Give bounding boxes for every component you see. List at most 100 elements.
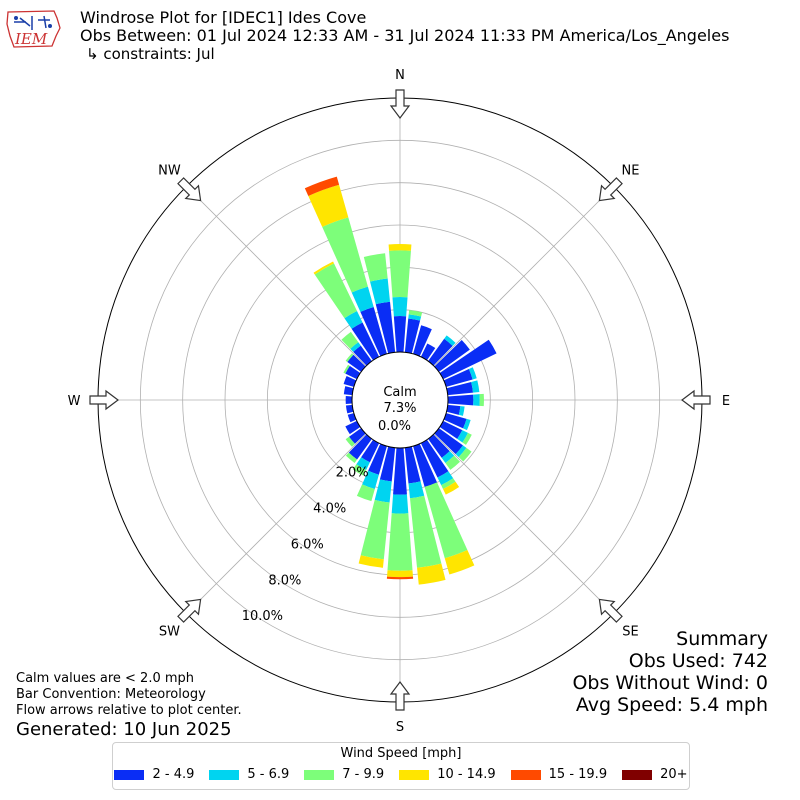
legend-swatch — [622, 769, 653, 780]
legend-item: 7 - 9.9 — [304, 767, 384, 782]
calm-disc — [351, 351, 449, 449]
wind-bar-170-bin-3 — [417, 563, 446, 585]
chart-labels: 0.0% 2.0% 4.0% 6.0% 8.0% 10.0% N NE E SE S SW W NW — [68, 68, 731, 735]
wind-bar-70-bin-0 — [443, 369, 473, 387]
legend-swatch — [399, 769, 430, 780]
obs-between: Obs Between: 01 Jul 2024 12:33 AM - 31 J… — [80, 26, 730, 45]
wind-bar-340-bin-4 — [304, 176, 340, 196]
wind-bar-10-bin-0 — [404, 318, 421, 354]
notes: Calm values are < 2.0 mph Bar Convention… — [16, 671, 242, 719]
legend-swatch — [304, 769, 335, 780]
wind-bar-130-bin-0 — [434, 428, 463, 455]
legend-label: 5 - 6.9 — [247, 767, 290, 782]
wind-bar-100-bin-1 — [458, 406, 465, 416]
calm-value: 7.3% — [383, 401, 416, 416]
wind-bar-230-bin-2 — [345, 436, 355, 447]
compass-arrow-s — [389, 681, 411, 711]
wind-bar-320-bin-0 — [353, 345, 372, 366]
constraints: ↳ constraints: Jul — [86, 45, 215, 63]
wind-bar-340-bin-1 — [351, 286, 374, 312]
compass-arrow-se — [598, 598, 623, 623]
compass-arrow-w — [89, 389, 119, 411]
bar-convention-note: Bar Convention: Meteorology — [16, 687, 206, 702]
wind-bar-180-bin-0 — [393, 447, 407, 495]
avg-speed: Avg Speed: 5.4 mph — [575, 694, 768, 716]
wind-bar-180-bin-4 — [386, 576, 414, 580]
wind-bar-350-bin-1 — [370, 278, 391, 305]
legend-swatch — [114, 769, 145, 780]
flow-arrows-note: Flow arrows relative to plot center. — [16, 703, 242, 718]
wind-bar-280-bin-0 — [343, 386, 354, 396]
legend-label: 10 - 14.9 — [437, 767, 496, 782]
wind-bar-90-bin-1 — [473, 394, 480, 406]
compass-label-e: E — [722, 394, 730, 409]
wind-bar-140-bin-0 — [428, 434, 450, 458]
radial-tick-label: 4.0% — [313, 502, 346, 517]
wind-bar-90-bin-0 — [447, 394, 474, 406]
calm-label: Calm — [383, 385, 416, 400]
legend: Wind Speed [mph] 2 - 4.9 5 - 6.9 7 - 9.9… — [112, 742, 690, 790]
wind-bar-300-bin-2 — [343, 364, 350, 374]
iem-logo: IEM — [4, 6, 62, 50]
wind-bar-130-bin-1 — [455, 445, 467, 458]
wind-bar-40-bin-1 — [444, 335, 456, 346]
wind-bar-180-bin-1 — [391, 494, 409, 514]
wind-bar-310-bin-0 — [347, 354, 366, 372]
wind-bar-190-bin-0 — [379, 446, 396, 482]
wind-bar-260-bin-0 — [345, 404, 354, 414]
wind-bar-270-bin-0 — [345, 396, 353, 404]
chart-title: Windrose Plot for [IDEC1] Ides Cove — [80, 8, 367, 27]
wind-bar-220-bin-2 — [345, 452, 358, 463]
wind-bar-120-bin-1 — [457, 430, 468, 443]
wind-bar-160-bin-0 — [413, 443, 438, 487]
wind-bar-160-bin-2 — [424, 482, 468, 559]
legend-label: 7 - 9.9 — [342, 767, 385, 782]
grid-spoke — [186, 433, 367, 614]
wind-bar-230-bin-0 — [349, 428, 366, 444]
compass-label-s: S — [396, 720, 404, 735]
wind-bar-190-bin-1 — [374, 479, 392, 503]
compass-label-nw: NW — [158, 163, 181, 178]
compass-label-ne: NE — [622, 163, 640, 178]
legend-swatch — [510, 769, 541, 780]
obs-without-wind: Obs Without Wind: 0 — [572, 672, 768, 694]
wind-bar-200-bin-1 — [362, 470, 379, 489]
logo-text: IEM — [14, 30, 48, 48]
wind-bar-330-bin-3 — [313, 261, 334, 275]
legend-label: 20+ — [660, 767, 688, 782]
wind-bar-80-bin-0 — [446, 381, 474, 396]
wind-bar-180-bin-2 — [387, 513, 413, 571]
wind-bar-350-bin-2 — [363, 253, 388, 282]
legend-title: Wind Speed [mph] — [340, 746, 462, 761]
wind-bar-320-bin-2 — [341, 331, 359, 349]
compass-arrow-n — [389, 89, 411, 119]
wind-bar-90-bin-2 — [479, 393, 484, 407]
wind-bar-210-bin-2 — [352, 464, 367, 476]
wind-bar-60-bin-0 — [439, 339, 497, 380]
wind-bar-330-bin-1 — [344, 311, 363, 329]
wind-bar-30-bin-0 — [420, 343, 436, 361]
wind-bar-0-bin-0 — [393, 316, 407, 353]
wind-bar-160-bin-3 — [444, 549, 475, 575]
wind-bar-0-bin-1 — [392, 296, 408, 317]
compass-label-w: W — [68, 394, 81, 409]
wind-bar-310-bin-2 — [345, 353, 354, 363]
grid-spoke — [433, 433, 614, 614]
wind-bar-40-bin-0 — [428, 338, 453, 366]
wind-bar-80-bin-1 — [471, 380, 480, 393]
compass-arrows — [89, 89, 711, 711]
wind-bar-100-bin-0 — [446, 404, 461, 415]
legend-label: 15 - 19.9 — [548, 767, 608, 782]
iem-logo-graphic: IEM — [6, 10, 61, 48]
wind-bar-180-bin-3 — [387, 570, 413, 578]
wind-bar-210-bin-0 — [361, 439, 380, 463]
wind-bar-300-bin-0 — [345, 365, 361, 380]
header: Windrose Plot for [IDEC1] Ides Cove Obs … — [80, 8, 730, 64]
legend-item: 10 - 14.9 — [399, 767, 496, 782]
wind-bar-290-bin-0 — [343, 375, 357, 387]
summary-title: Summary — [676, 628, 768, 650]
wind-bar-140-bin-1 — [441, 451, 455, 463]
wind-bars — [304, 176, 497, 585]
wind-bar-190-bin-3 — [358, 555, 384, 568]
